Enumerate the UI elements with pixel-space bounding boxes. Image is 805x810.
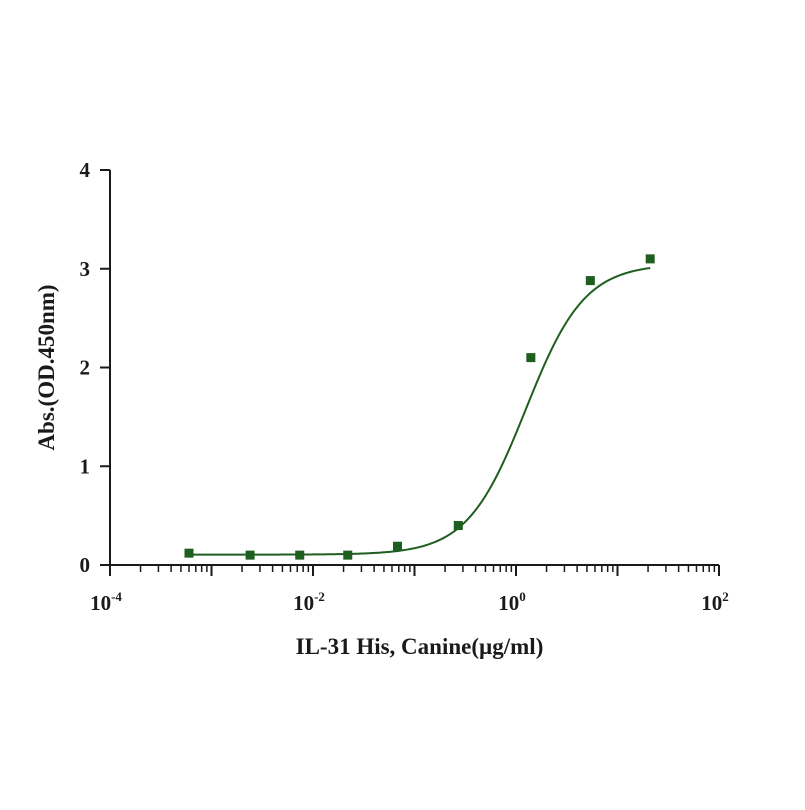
x-tick-label: 10-4 [90,589,122,615]
x-tick-label: 102 [701,589,729,615]
x-tick-label: 10-2 [293,589,325,615]
data-point [343,550,353,560]
data-point [295,550,305,560]
x-axis-title: IL-31 His, Canine(µg/ml) [296,634,544,659]
data-points-layer [184,254,655,560]
data-point [392,541,402,551]
fit-curve-layer [188,266,651,556]
data-point [245,550,255,560]
y-axis-title: Abs.(OD.450nm) [34,284,59,450]
data-point [645,254,655,264]
data-point [526,353,536,363]
y-tick-label: 4 [80,158,91,182]
fit-curve-line [188,266,651,556]
y-tick-label: 2 [80,356,91,380]
x-tick-label: 100 [498,589,526,615]
data-point [184,548,194,558]
y-tick-label: 3 [80,257,91,281]
axes: 0 1 2 3 4 10-4 10-2 100 102 [80,158,729,615]
y-tick-label: 1 [80,454,91,478]
y-tick-label: 0 [80,553,91,577]
data-point [453,521,463,530]
data-point [585,276,595,286]
